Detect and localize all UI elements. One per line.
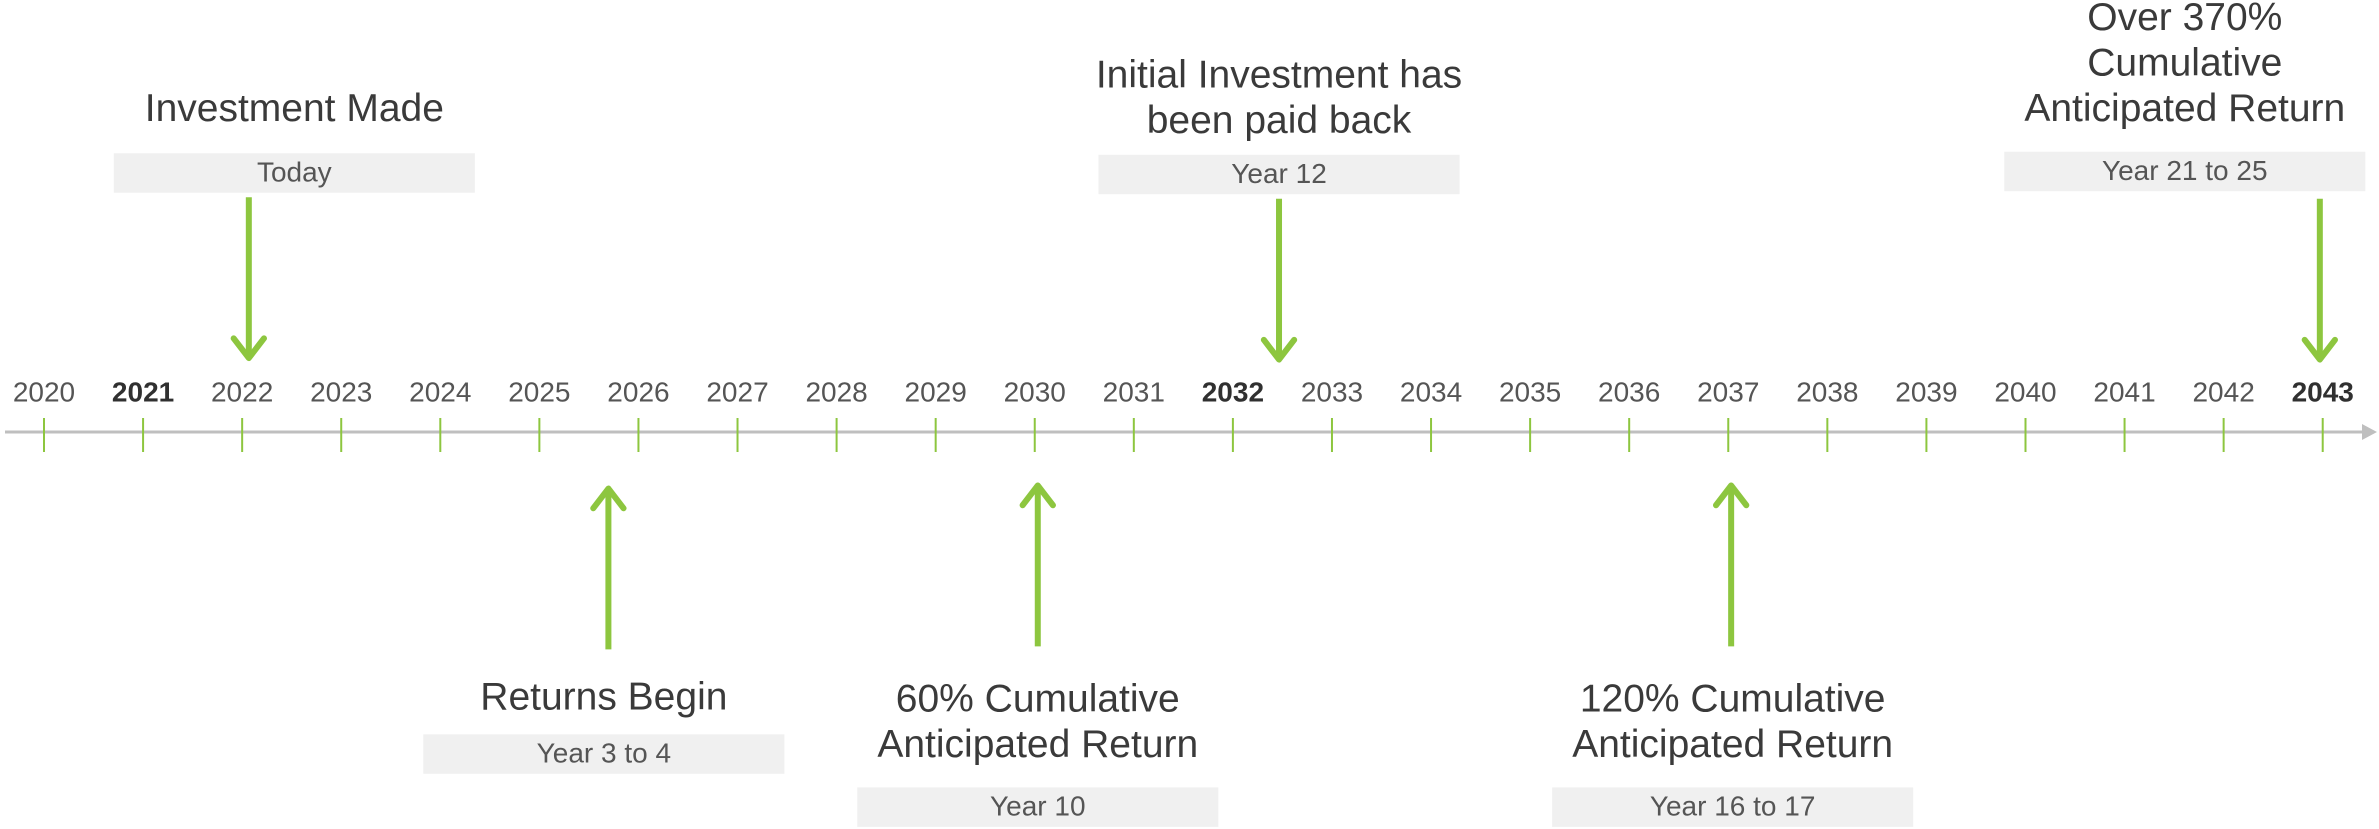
year-label: 2029 — [905, 376, 967, 407]
event-subtitle: Year 3 to 4 — [537, 737, 671, 768]
event-subtitle: Year 10 — [990, 791, 1086, 822]
year-label: 2042 — [2192, 376, 2254, 407]
event-title: 120% Cumulative — [1580, 677, 1886, 720]
year-label: 2031 — [1103, 376, 1165, 407]
event-title: Anticipated Return — [1572, 723, 1893, 766]
label-box — [423, 734, 785, 774]
event-title: Initial Investment has — [1096, 54, 1462, 97]
label-box — [113, 153, 475, 193]
year-label: 2030 — [1004, 376, 1066, 407]
year-label: 2041 — [2093, 376, 2155, 407]
year-label: 2027 — [706, 376, 768, 407]
label-box — [2004, 151, 2366, 192]
year-label: 2039 — [1895, 376, 1957, 407]
arrow-head — [2301, 336, 2339, 363]
event-title: Investment Made — [145, 87, 444, 130]
label-box — [1098, 154, 1460, 195]
event-title: Over 370% — [2087, 0, 2282, 39]
event-title: Returns Begin — [480, 676, 727, 719]
year-label: 2038 — [1796, 376, 1858, 407]
event-title: Anticipated Return — [2024, 87, 2345, 130]
year-label: 2033 — [1301, 376, 1363, 407]
event-subtitle: Year 21 to 25 — [2102, 155, 2268, 186]
axis-arrow — [2362, 424, 2377, 440]
event-title: Anticipated Return — [877, 723, 1198, 766]
year-label: 2026 — [607, 376, 669, 407]
year-label: 2040 — [1994, 376, 2056, 407]
label-box — [1552, 787, 1914, 827]
year-label: 2036 — [1598, 376, 1660, 407]
year-label: 2037 — [1697, 376, 1759, 407]
event-subtitle: Today — [257, 156, 332, 187]
year-label: 2034 — [1400, 376, 1462, 407]
arrow-head — [1019, 482, 1056, 509]
event-subtitle: Year 16 to 17 — [1650, 791, 1816, 822]
year-label: 2032 — [1202, 376, 1264, 407]
year-label: 2028 — [805, 376, 867, 407]
event-title: 60% Cumulative — [896, 677, 1180, 720]
year-label: 2024 — [409, 376, 471, 407]
year-label: 2020 — [13, 376, 75, 407]
arrow-head — [590, 485, 627, 512]
year-label: 2043 — [2292, 376, 2354, 407]
year-label: 2023 — [310, 376, 372, 407]
year-label: 2022 — [211, 376, 273, 407]
event-title: Cumulative — [2087, 42, 2282, 85]
year-label: 2035 — [1499, 376, 1561, 407]
event-title: been paid back — [1147, 99, 1412, 142]
arrow-head — [230, 335, 267, 362]
arrow-head — [1260, 336, 1298, 363]
arrow-head — [1712, 482, 1750, 509]
year-label: 2025 — [508, 376, 570, 407]
year-label: 2021 — [112, 376, 174, 407]
event-subtitle: Year 12 — [1231, 158, 1327, 189]
label-box — [857, 787, 1219, 827]
